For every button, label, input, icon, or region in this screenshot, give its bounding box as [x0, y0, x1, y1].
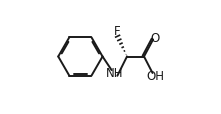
Text: O: O — [151, 32, 160, 45]
Text: NH: NH — [106, 67, 123, 80]
Text: OH: OH — [146, 69, 164, 82]
Text: F: F — [113, 25, 120, 38]
